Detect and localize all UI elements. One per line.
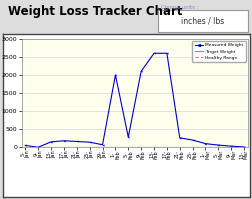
Text: Choose units :: Choose units : (160, 5, 197, 10)
Legend: Measured Weight, Target Weight, Healthy Range: Measured Weight, Target Weight, Healthy … (192, 41, 245, 62)
Text: Weight Loss Tracker Chart: Weight Loss Tracker Chart (8, 5, 181, 18)
Text: inches / lbs: inches / lbs (181, 16, 224, 25)
